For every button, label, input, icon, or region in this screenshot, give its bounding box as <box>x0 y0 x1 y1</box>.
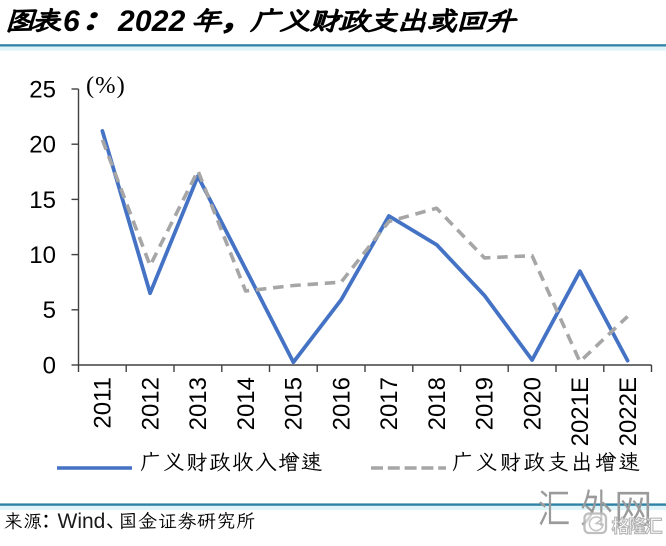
svg-text:2012: 2012 <box>137 377 164 430</box>
svg-text:2022: 2022 <box>117 5 186 38</box>
svg-text:2011: 2011 <box>90 377 117 429</box>
svg-text:15: 15 <box>29 187 56 214</box>
svg-text:0: 0 <box>43 352 56 379</box>
svg-text:2021E: 2021E <box>567 377 594 446</box>
svg-text:20: 20 <box>29 132 56 159</box>
svg-text:2018: 2018 <box>424 377 451 430</box>
svg-text:2020: 2020 <box>519 377 546 430</box>
svg-text:2017: 2017 <box>376 377 403 430</box>
svg-text:Wind: Wind <box>58 510 106 533</box>
svg-text:5: 5 <box>43 297 56 324</box>
svg-text:25: 25 <box>29 76 56 103</box>
svg-text:2016: 2016 <box>328 377 355 430</box>
svg-text:2022E: 2022E <box>615 377 642 446</box>
svg-text:2013: 2013 <box>185 377 212 430</box>
svg-text:2019: 2019 <box>472 377 499 430</box>
svg-text:2015: 2015 <box>281 377 308 430</box>
svg-text:10: 10 <box>29 242 56 269</box>
svg-text:6: 6 <box>63 5 80 38</box>
svg-text:2014: 2014 <box>233 377 260 430</box>
svg-text:(%): (%) <box>86 72 126 99</box>
